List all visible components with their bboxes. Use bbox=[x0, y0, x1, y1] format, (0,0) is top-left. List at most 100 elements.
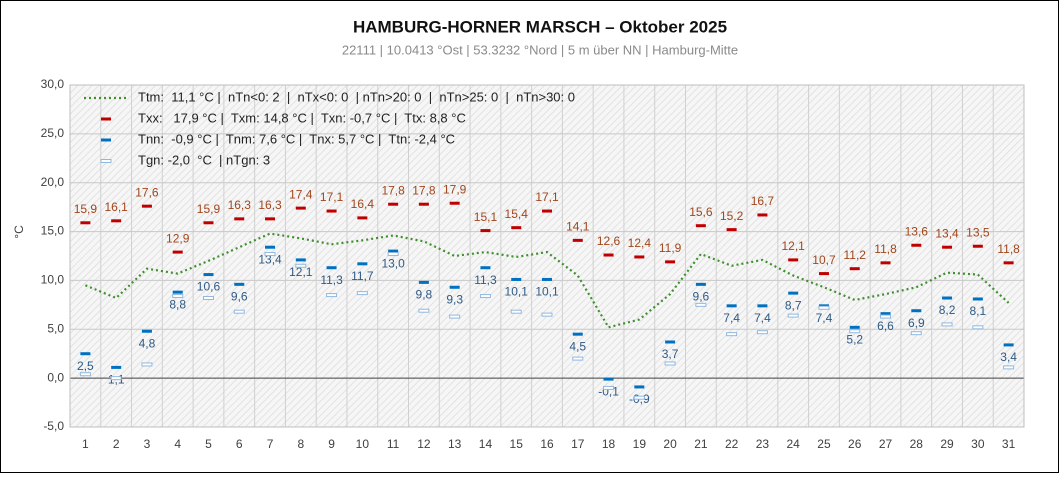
data-label: 15,4 bbox=[505, 207, 529, 221]
data-label: 13,4 bbox=[258, 252, 282, 266]
dash-marker bbox=[911, 243, 922, 247]
hollow-dash-marker bbox=[264, 252, 276, 257]
y-tick-label: 10,0 bbox=[41, 273, 65, 287]
data-label: 12,1 bbox=[289, 265, 313, 279]
y-tick-label: 20,0 bbox=[41, 175, 65, 189]
hollow-dash-marker bbox=[849, 329, 861, 334]
x-tick-label: 25 bbox=[817, 437, 831, 451]
hollow-dash-marker bbox=[818, 305, 830, 310]
hollow-dash-marker bbox=[726, 332, 738, 337]
x-tick-label: 14 bbox=[479, 437, 493, 451]
data-label: 16,1 bbox=[104, 200, 128, 214]
data-label: 9,3 bbox=[446, 292, 463, 306]
y-tick-label: -5,0 bbox=[43, 419, 64, 433]
dash-marker bbox=[80, 221, 91, 225]
data-label: 17,4 bbox=[289, 187, 313, 201]
dash-marker bbox=[972, 297, 983, 301]
data-label: 17,1 bbox=[535, 190, 559, 204]
hollow-dash-marker bbox=[910, 331, 922, 336]
data-label: 9,6 bbox=[693, 290, 710, 304]
dash-marker bbox=[942, 296, 953, 300]
x-tick-label: 18 bbox=[602, 437, 616, 451]
dash-marker bbox=[418, 202, 429, 206]
data-label: 11,3 bbox=[474, 273, 497, 287]
data-label: 11,7 bbox=[351, 269, 374, 283]
data-label: 15,6 bbox=[689, 205, 713, 219]
data-label: 10,7 bbox=[812, 253, 836, 267]
data-label: 14,1 bbox=[566, 220, 590, 234]
dash-marker bbox=[172, 290, 183, 294]
x-tick-label: 22 bbox=[725, 437, 739, 451]
hollow-dash-marker bbox=[880, 314, 892, 319]
x-tick-label: 17 bbox=[571, 437, 585, 451]
dash-marker bbox=[726, 228, 737, 232]
x-tick-label: 8 bbox=[297, 437, 304, 451]
hollow-dash-marker bbox=[418, 308, 430, 313]
x-tick-label: 19 bbox=[633, 437, 647, 451]
y-tick-label: 30,0 bbox=[41, 77, 65, 91]
x-tick-label: 31 bbox=[1002, 437, 1016, 451]
data-label: 17,1 bbox=[320, 190, 344, 204]
x-tick-label: 15 bbox=[510, 437, 524, 451]
dash-marker bbox=[141, 329, 152, 333]
y-axis-label: °C bbox=[12, 225, 26, 239]
y-tick-label: 0,0 bbox=[47, 370, 64, 384]
hollow-dash-marker bbox=[972, 325, 984, 330]
hollow-dash-marker bbox=[664, 361, 676, 366]
y-tick-label: 15,0 bbox=[41, 224, 65, 238]
x-tick-label: 23 bbox=[756, 437, 770, 451]
data-label: 11,2 bbox=[844, 248, 867, 262]
hollow-dash-marker bbox=[356, 291, 368, 296]
dash-marker bbox=[634, 255, 645, 259]
data-label: 8,7 bbox=[785, 298, 802, 312]
dash-marker bbox=[849, 325, 860, 329]
hollow-dash-marker bbox=[541, 312, 553, 317]
data-label: 7,4 bbox=[754, 311, 771, 325]
chart-subtitle: 22111 | 10.0413 °Ost | 53.3232 °Nord | 5… bbox=[342, 42, 738, 57]
data-label: 7,4 bbox=[723, 311, 740, 325]
x-tick-label: 27 bbox=[879, 437, 893, 451]
data-label: 10,6 bbox=[197, 280, 221, 294]
dash-marker bbox=[788, 291, 799, 295]
hollow-dash-marker bbox=[510, 309, 522, 314]
data-label: 16,3 bbox=[258, 198, 282, 212]
hollow-dash-marker bbox=[387, 252, 399, 257]
x-tick-label: 5 bbox=[205, 437, 212, 451]
dash-marker bbox=[572, 332, 583, 336]
data-label: 12,1 bbox=[782, 239, 806, 253]
data-label: 17,6 bbox=[135, 185, 159, 199]
dash-marker bbox=[757, 304, 768, 308]
hollow-dash-marker bbox=[172, 294, 184, 299]
x-tick-label: 10 bbox=[356, 437, 370, 451]
data-label: 6,6 bbox=[877, 319, 894, 333]
hollow-dash-marker bbox=[633, 395, 645, 400]
dash-marker bbox=[695, 282, 706, 286]
x-tick-label: 20 bbox=[663, 437, 677, 451]
x-tick-label: 4 bbox=[174, 437, 181, 451]
dash-marker bbox=[449, 285, 460, 289]
dash-marker bbox=[1003, 261, 1014, 265]
y-tick-label: 25,0 bbox=[41, 126, 65, 140]
data-label: 13,0 bbox=[381, 256, 405, 270]
dash-marker bbox=[849, 267, 860, 271]
x-tick-label: 24 bbox=[787, 437, 801, 451]
x-tick-label: 21 bbox=[694, 437, 708, 451]
x-tick-label: 28 bbox=[910, 437, 924, 451]
data-label: 9,6 bbox=[231, 290, 248, 304]
dash-marker bbox=[757, 213, 768, 217]
data-label: 12,4 bbox=[628, 236, 652, 250]
dash-marker bbox=[265, 217, 276, 221]
hollow-dash-marker bbox=[1003, 365, 1015, 370]
data-label: 15,2 bbox=[720, 209, 744, 223]
dash-marker bbox=[788, 258, 799, 262]
dash-marker bbox=[234, 282, 245, 286]
legend-label: Txx: 17,9 °C | Txm: 14,8 °C | Txn: -0,7 … bbox=[138, 110, 466, 125]
data-label: 11,8 bbox=[874, 242, 897, 256]
dash-marker bbox=[326, 266, 337, 270]
x-tick-label: 7 bbox=[267, 437, 274, 451]
x-tick-label: 12 bbox=[417, 437, 431, 451]
dash-marker bbox=[295, 258, 306, 262]
legend-swatch bbox=[101, 117, 111, 121]
dash-marker bbox=[141, 204, 152, 208]
